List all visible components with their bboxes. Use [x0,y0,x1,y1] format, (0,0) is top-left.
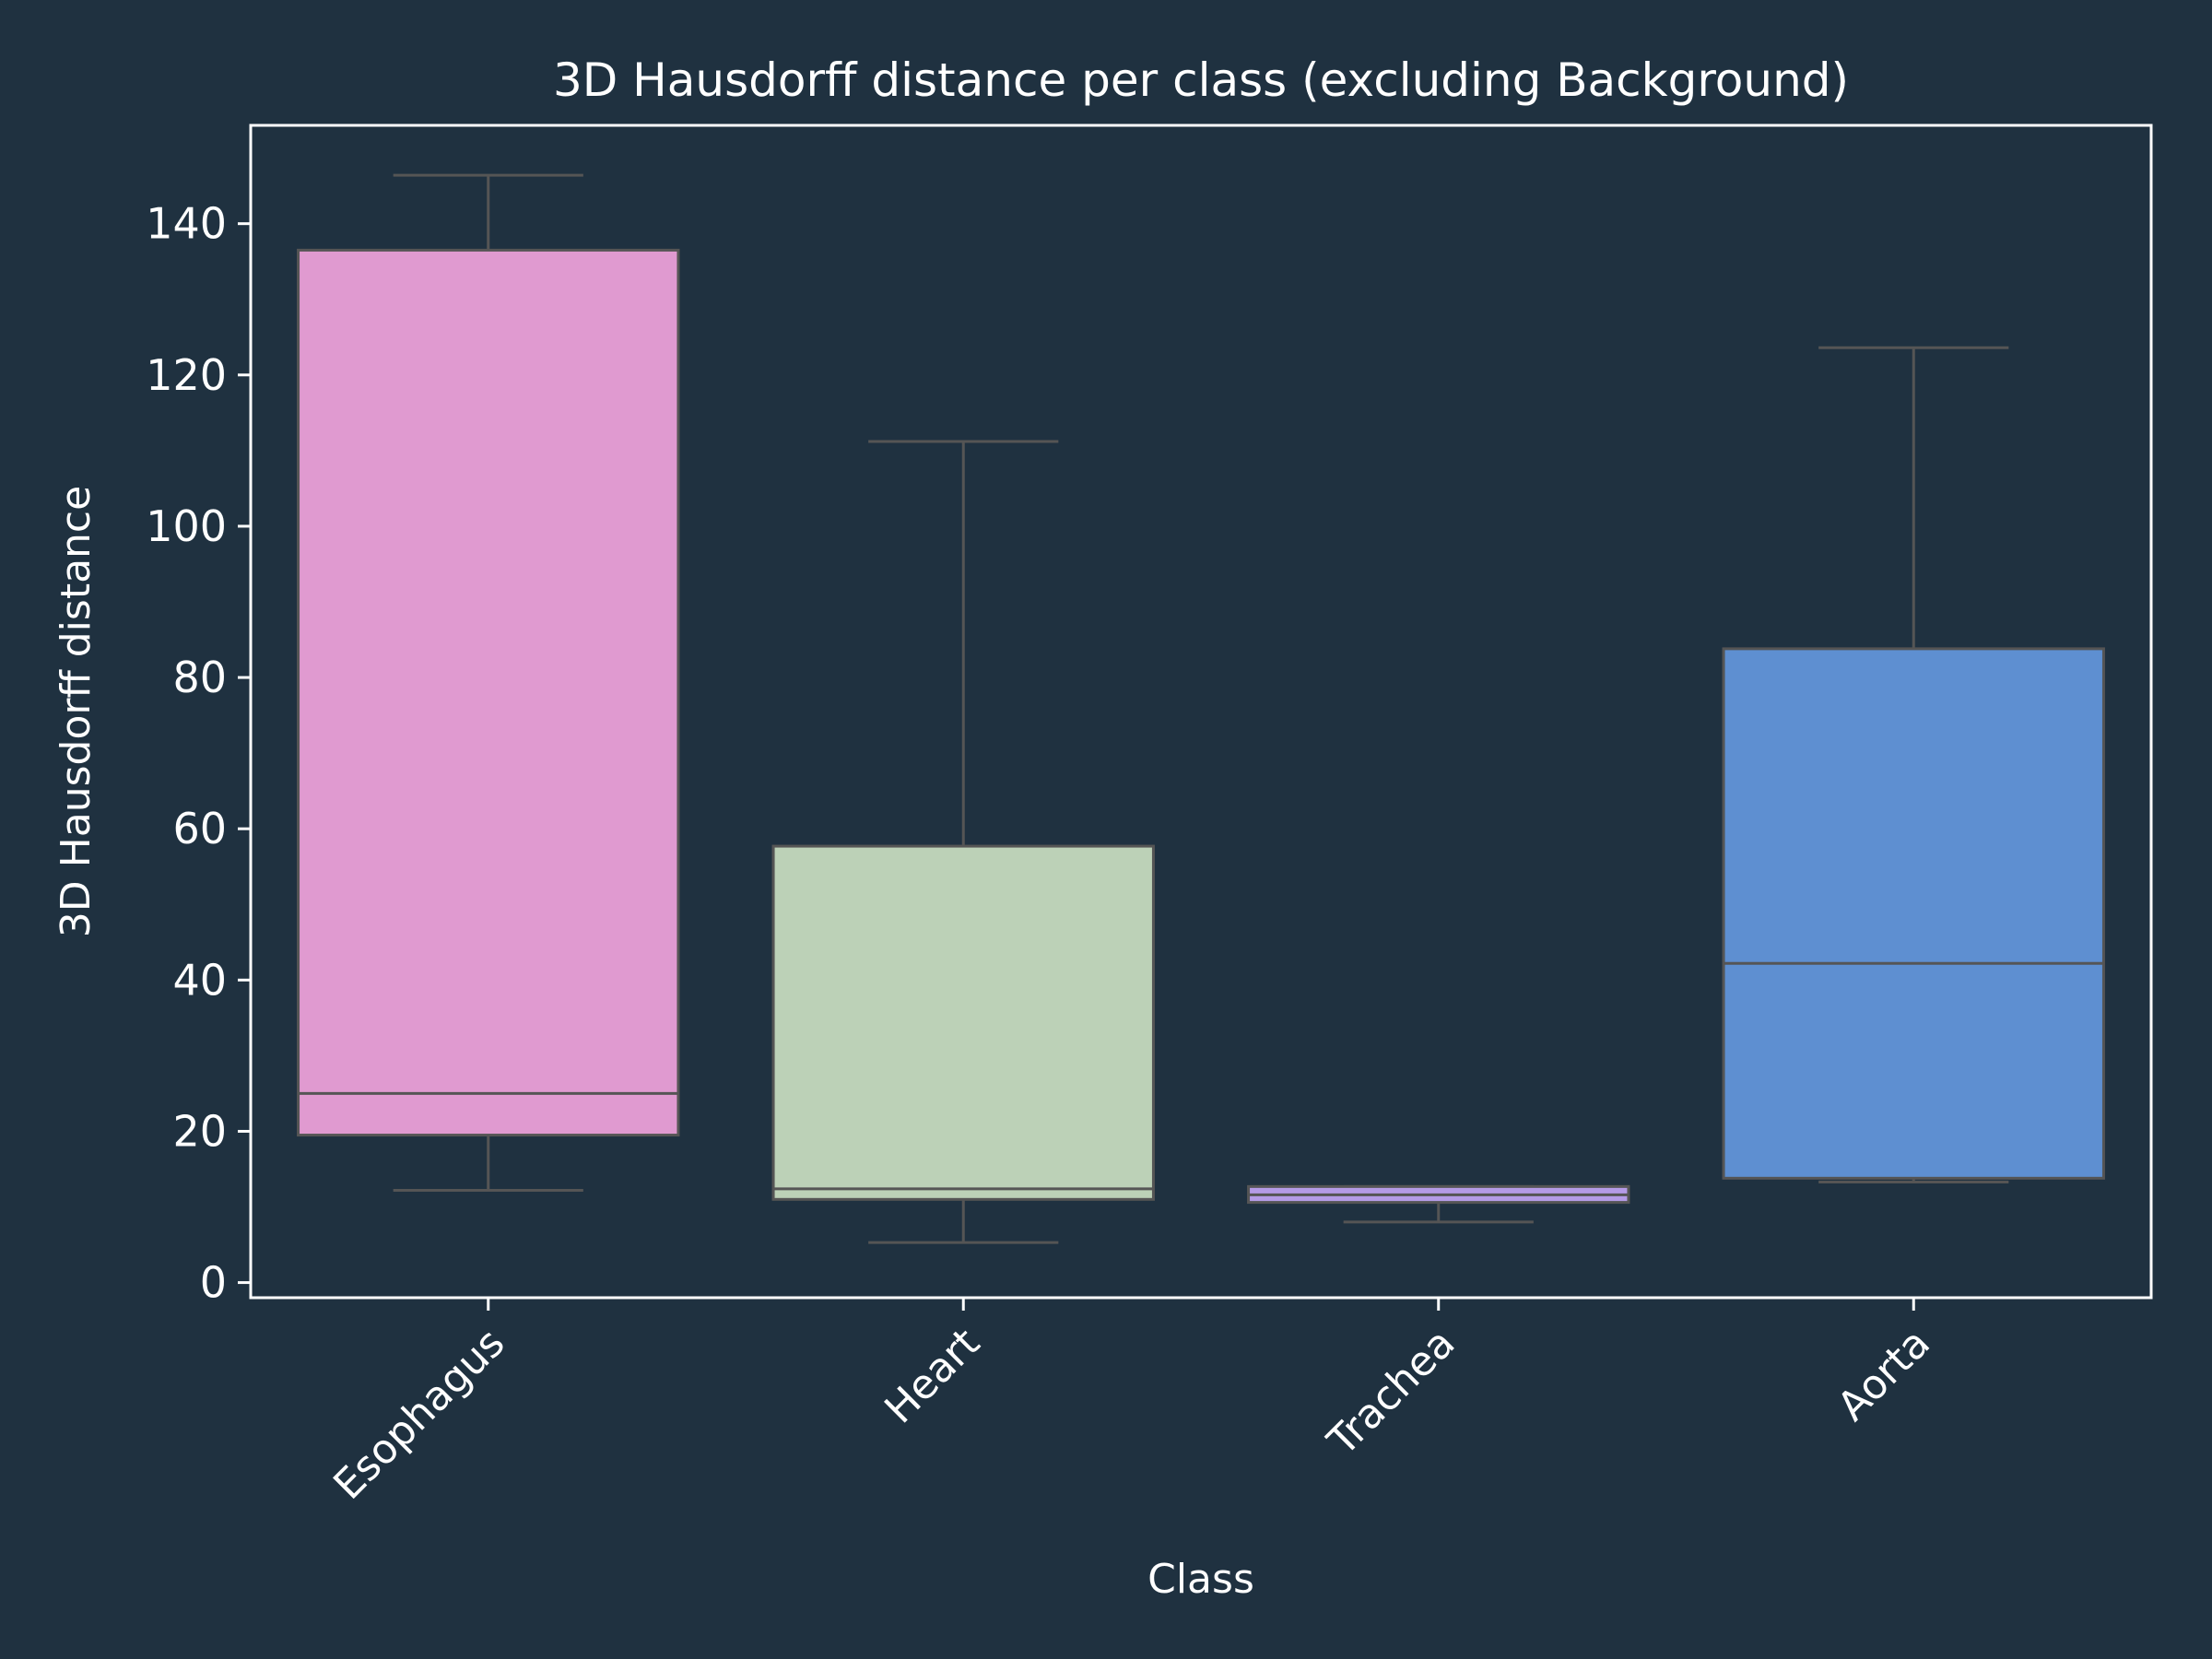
y-axis-ticks: 0 20 40 60 80 100 120 140 [146,199,251,1308]
y-tick-label-40: 40 [172,955,227,1005]
boxes-layer [297,173,2105,1244]
y-tick-label-80: 80 [172,653,227,702]
y-tick-label-60: 60 [172,804,227,853]
chart-title: 3D Hausdorff distance per class (excludi… [553,53,1849,107]
y-tick-label-0: 0 [200,1258,227,1308]
y-tick-label-140: 140 [146,199,227,249]
y-axis-label: 3D Hausdorff distance [53,486,100,937]
y-tick-label-100: 100 [146,501,227,551]
plot-frame [249,124,2153,1300]
box-trachea [1247,1184,1630,1224]
y-tick-label-120: 120 [146,350,227,400]
box-aorta [1722,346,2105,1183]
y-tick-label-20: 20 [172,1106,227,1156]
x-axis-label: Class [1147,1556,1254,1603]
iqr-box-heart [771,844,1155,1201]
iqr-box-esophagus [297,248,680,1137]
box-esophagus [297,173,680,1192]
iqr-box-aorta [1722,647,2105,1180]
box-heart [771,440,1155,1244]
